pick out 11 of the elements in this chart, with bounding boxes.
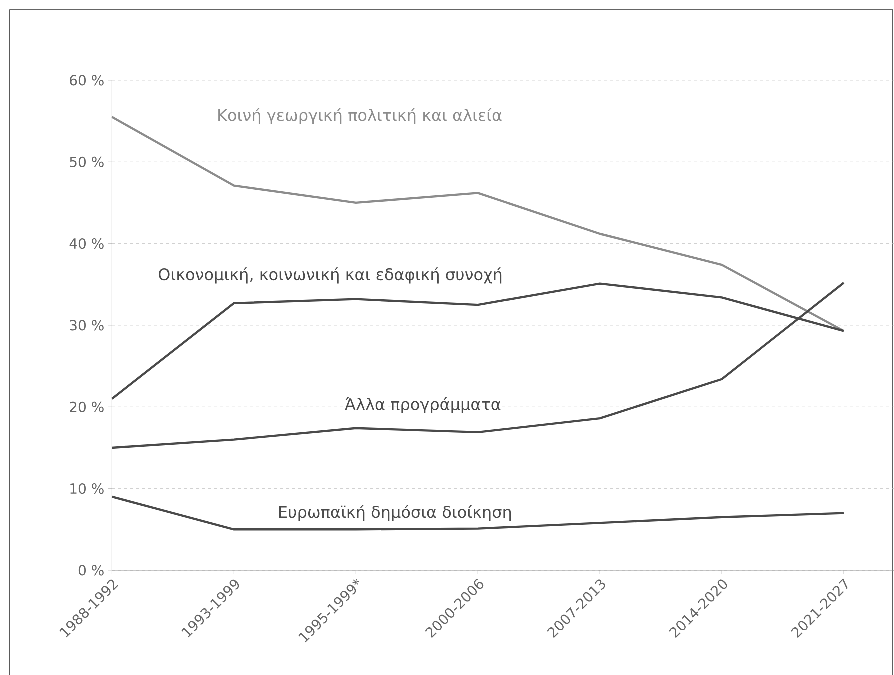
y-tick-label: 50 % — [70, 156, 104, 168]
text: Κοινή γεωργική πολιτική και αλιεία — [218, 108, 502, 124]
series-label: Οικονομική, κοινωνική και εδαφική συνοχή — [158, 268, 502, 284]
y-tick-label: 40 % — [70, 238, 104, 250]
y-tick-label: 60 % — [70, 75, 104, 86]
series-label: Άλλα προγράμματα — [345, 397, 501, 414]
y-tick-label: 30 % — [70, 320, 104, 331]
y-tick-label: 20 % — [70, 402, 104, 412]
y-tick-label: 10 % — [70, 484, 104, 494]
series-label: Ευρωπαϊκή δημόσια διοίκηση — [279, 505, 512, 522]
y-tick-label: 0 % — [78, 565, 104, 576]
